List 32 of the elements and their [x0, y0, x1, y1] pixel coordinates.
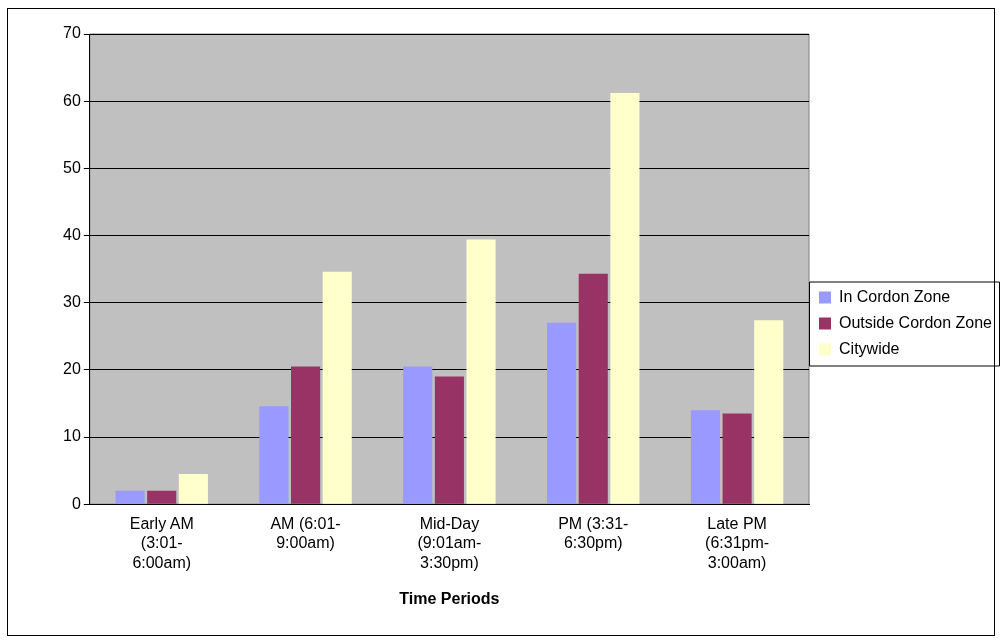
bar: [259, 406, 289, 504]
legend-label: Outside Cordon Zone: [839, 313, 993, 331]
y-tick-label: 30: [63, 293, 81, 311]
bar: [690, 410, 721, 504]
x-axis-title: Time Periods: [399, 589, 500, 607]
bar: [291, 366, 321, 504]
x-tick-label: Mid-Day (9:01am-3:30pm): [417, 515, 482, 571]
y-tick-label: 50: [63, 158, 81, 176]
legend-label: Citywide: [839, 339, 900, 357]
y-tick-label: 40: [63, 225, 81, 243]
bar: [547, 322, 577, 504]
bar: [610, 93, 640, 504]
y-tick-label: 20: [63, 360, 81, 378]
y-tick-label: 70: [63, 24, 81, 42]
y-tick-label: 60: [63, 91, 81, 109]
bar: [578, 273, 608, 504]
y-tick-label: 10: [63, 427, 81, 445]
bar: [754, 320, 784, 504]
x-tick-label: PM (3:31-6:30pm): [558, 515, 629, 552]
bar: [466, 239, 496, 504]
bar: [722, 413, 752, 504]
legend-label: In Cordon Zone: [839, 287, 951, 305]
bar: [178, 473, 208, 504]
bar: [115, 490, 145, 504]
bar: [434, 376, 464, 504]
x-tick-label: AM (6:01-9:00am): [270, 515, 341, 552]
y-tick-label: 0: [71, 494, 81, 512]
bar: [147, 490, 177, 504]
x-tick-label: Late PM (6:31pm-3:00am): [705, 515, 770, 571]
x-tick-label: Early AM (3:01-6:00am): [129, 515, 194, 571]
bar: [403, 366, 433, 504]
bar: [322, 271, 352, 504]
